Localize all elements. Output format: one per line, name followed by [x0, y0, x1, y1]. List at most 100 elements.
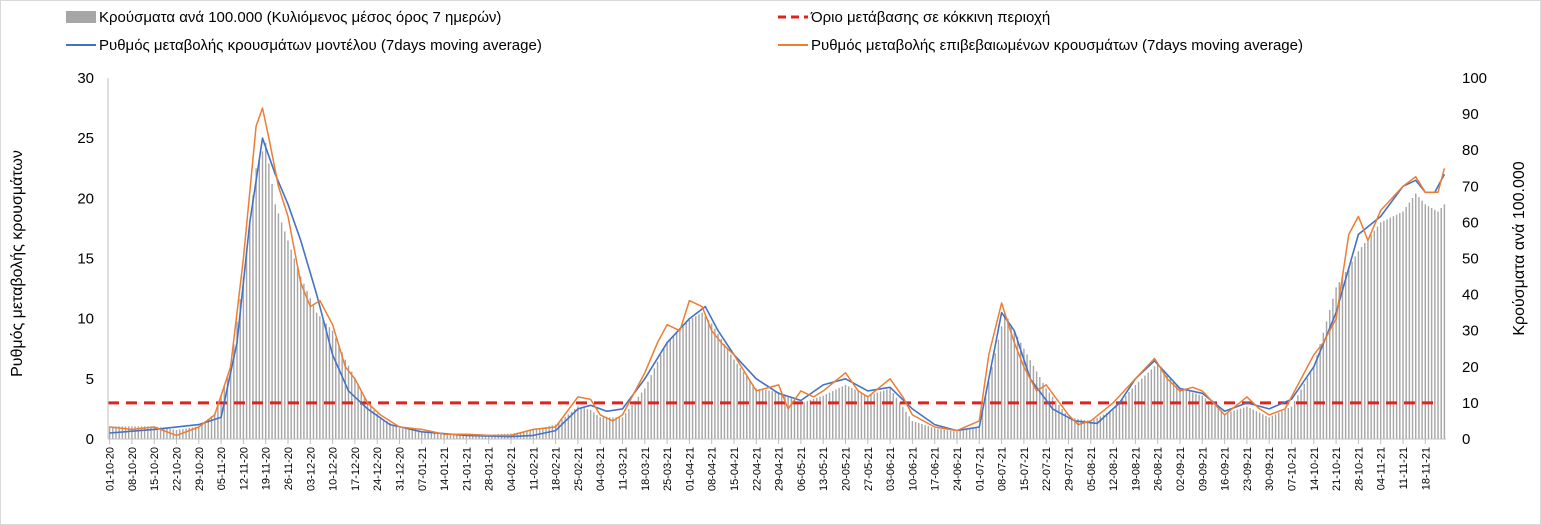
x-tick-label: 03-06-21: [885, 447, 897, 491]
bar: [1386, 219, 1388, 439]
bar: [1364, 243, 1366, 439]
bar: [997, 339, 1000, 439]
bar: [714, 328, 716, 439]
x-tick-label: 01-04-21: [684, 447, 696, 491]
bar: [1281, 411, 1283, 439]
bar: [886, 389, 888, 439]
bar: [768, 390, 770, 439]
y-left-tick-label: 0: [86, 431, 94, 448]
bar: [561, 419, 563, 439]
bar: [937, 428, 939, 439]
bar: [688, 319, 691, 439]
bar: [650, 375, 652, 439]
x-tick-label: 17-06-21: [930, 447, 942, 491]
bar: [704, 316, 707, 439]
bar: [1335, 287, 1337, 439]
bar: [927, 426, 930, 439]
bar: [710, 323, 713, 439]
bar: [895, 397, 898, 439]
bar: [156, 426, 159, 439]
bar: [1131, 388, 1133, 439]
bar: [1106, 413, 1108, 439]
bar: [475, 434, 477, 439]
bar: [822, 395, 824, 439]
bar: [573, 409, 576, 439]
bar: [411, 430, 413, 439]
bar: [666, 341, 668, 439]
bar: [1440, 207, 1442, 439]
bar: [851, 387, 853, 439]
bar: [287, 240, 289, 439]
bar: [392, 424, 394, 439]
y-right-tick-label: 30: [1462, 323, 1479, 340]
x-tick-label: 29-10-20: [194, 447, 206, 491]
bar: [1220, 411, 1223, 439]
x-tick-label: 08-07-21: [997, 447, 1009, 491]
bar: [1265, 415, 1267, 439]
bar: [443, 434, 445, 439]
x-tick-label: 30-09-21: [1264, 447, 1276, 491]
bar: [720, 338, 722, 439]
x-tick-label: 11-11-21: [1398, 447, 1410, 489]
bar: [456, 434, 458, 439]
bar: [1026, 354, 1028, 439]
bar: [746, 376, 748, 439]
bar: [1109, 411, 1111, 439]
x-tick-label: 15-07-21: [1019, 447, 1031, 491]
bar: [586, 409, 589, 439]
bar: [1064, 413, 1067, 439]
x-tick-label: 24-12-20: [372, 447, 384, 491]
bar: [755, 388, 758, 439]
bar: [395, 426, 398, 439]
bar: [551, 425, 554, 439]
bar: [1013, 330, 1016, 439]
bar: [433, 433, 436, 439]
bar: [1192, 392, 1194, 439]
bar: [335, 337, 337, 439]
bar: [1150, 369, 1153, 439]
bar: [905, 411, 907, 439]
bar: [124, 426, 127, 439]
bar: [765, 390, 767, 439]
bar: [446, 434, 448, 439]
bar: [809, 399, 812, 439]
bar: [946, 430, 949, 439]
bar: [350, 371, 353, 439]
bar: [1128, 392, 1130, 439]
x-tick-label: 22-10-20: [172, 447, 184, 491]
y-left-axis-title: Ρυθμός μεταβολής κρουσμάτων: [9, 150, 26, 377]
bar: [1045, 388, 1047, 439]
bar: [1080, 419, 1082, 439]
legend-swatch-bar: [66, 11, 96, 23]
y-left-tick-label: 20: [77, 190, 94, 207]
bar: [1096, 417, 1098, 439]
y-left-tick-label: 25: [77, 130, 94, 147]
bar: [468, 433, 471, 439]
bar: [605, 417, 608, 439]
bar: [1297, 395, 1299, 439]
bar: [1271, 415, 1274, 439]
bar: [647, 381, 649, 439]
bar: [163, 427, 165, 439]
x-tick-label: 12-08-21: [1108, 447, 1120, 491]
bar: [1239, 408, 1242, 439]
bar: [1195, 393, 1197, 439]
x-tick-label: 07-01-21: [417, 447, 429, 491]
x-tick-label: 31-12-20: [395, 447, 407, 491]
bar: [943, 429, 945, 439]
bar: [127, 426, 130, 439]
y-right-tick-label: 40: [1462, 287, 1479, 304]
bar: [1427, 206, 1430, 439]
bar: [1207, 400, 1210, 439]
bar: [386, 420, 388, 439]
bar: [796, 401, 799, 439]
y-right-tick-label: 70: [1462, 178, 1479, 195]
bar: [1074, 418, 1076, 439]
bar: [959, 431, 961, 439]
bar: [427, 432, 429, 439]
bar: [1163, 370, 1165, 439]
x-tick-label: 05-11-20: [216, 447, 228, 490]
bar: [229, 366, 232, 439]
bar: [1287, 408, 1290, 439]
y-right-tick-label: 50: [1462, 251, 1479, 268]
